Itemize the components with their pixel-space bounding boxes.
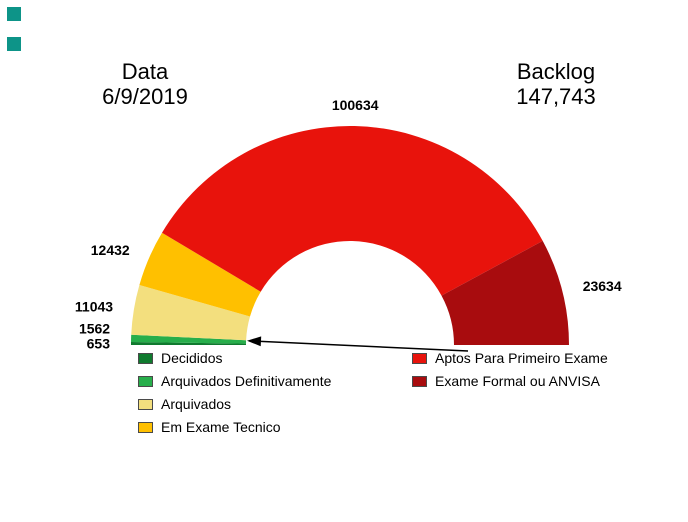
segment-value-exame-formal-ou-anvisa: 23634 [583,278,622,294]
legend-item-exame-formal-ou-anvisa[interactable]: Exame Formal ou ANVISA [412,373,608,389]
segment-value-arquivados-definitivamente: 1562 [79,320,110,336]
legend-swatch-icon [412,375,427,387]
date-title: Data [121,59,169,84]
legend-swatch-icon [138,352,153,364]
legend-label: Em Exame Tecnico [161,419,281,435]
legend-label: Arquivados Definitivamente [161,373,332,389]
backlog-title: Backlog [516,59,596,84]
arrowhead-icon [247,336,262,347]
date-header: Data 6/9/2019 [70,59,220,109]
segment-value-em-exame-tecnico: 12432 [91,242,130,258]
gauge-segment-arquivados[interactable] [131,285,250,341]
gauge-segment-aptos-para-primeiro-exame[interactable] [162,125,543,296]
gauge-segment-arquivados-definitivamente[interactable] [131,334,247,344]
legend-item-arquivados-definitivamente[interactable]: Arquivados Definitivamente [138,373,332,389]
backlog-value: 147,743 [516,84,596,109]
legend-item-em-exame-tecnico[interactable]: Em Exame Tecnico [138,419,331,435]
gauge-segment-em-exame-tecnico[interactable] [139,232,261,317]
legend-left: Decididos Arquivados Definitivamente Arqui… [138,350,332,435]
legend-label: Decididos [161,350,223,366]
backlog-header: Backlog 147,743 [478,59,634,109]
legend-swatch-icon [412,352,427,364]
legend-right: Aptos Para Primeiro Exame Exame Formal ou… [412,350,608,389]
date-value: 6/9/2019 [102,84,188,109]
corner-square-bottom [7,37,21,51]
segment-value-decididos: 653 [87,335,111,351]
legend-swatch-icon [138,421,153,433]
gauge-segment-decididos[interactable] [130,342,246,345]
legend-swatch-icon [138,375,153,387]
legend-item-arquivados[interactable]: Arquivados [138,396,331,412]
legend-label: Arquivados [161,396,232,412]
legend-item-aptos-para-primeiro-exame[interactable]: Aptos Para Primeiro Exame [412,350,608,366]
legend-swatch-icon [138,398,153,410]
legend-label: Exame Formal ou ANVISA [435,373,600,389]
segment-value-arquivados: 11043 [75,298,113,314]
gauge-segment-exame-formal-ou-anvisa[interactable] [441,240,570,345]
legend-label: Aptos Para Primeiro Exame [435,350,608,366]
annotation-arrow [247,336,469,352]
corner-square-top [7,7,21,21]
segment-value-aptos-para-primeiro-exame: 100634 [332,97,379,113]
legend-item-decididos[interactable]: Decididos [138,350,331,366]
